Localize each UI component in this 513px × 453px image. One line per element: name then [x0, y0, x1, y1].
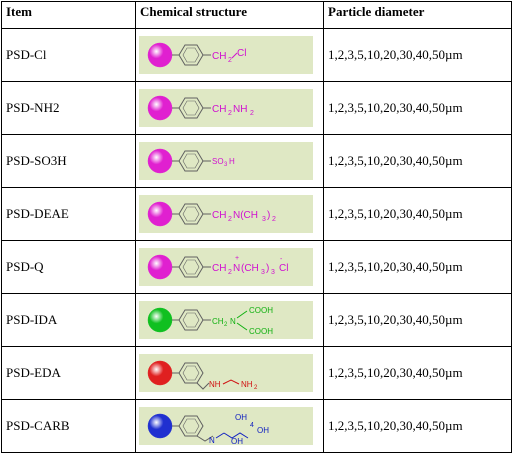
svg-text:H: H	[229, 157, 235, 166]
svg-text:2: 2	[228, 110, 232, 117]
item-cell: PSD-NH2	[1, 81, 136, 135]
svg-text:OH: OH	[231, 437, 243, 445]
diameter-cell: 1,2,3,5,10,20,30,40,50µm	[323, 240, 512, 294]
svg-text:SO: SO	[212, 157, 224, 166]
structure-cell: CH 2 N(CH 3) 2	[135, 187, 324, 241]
item-cell: PSD-Q	[1, 240, 136, 294]
diameter-cell: 1,2,3,5,10,20,30,40,50µm	[323, 187, 512, 241]
table-row: PSD-CARB N OH OH 4 OH 1,2,3,5,10,20,30,40,50µm	[1, 399, 512, 453]
structure-cell: N OH OH 4 OH	[135, 399, 324, 453]
svg-text:2: 2	[228, 269, 232, 276]
item-cell: PSD-SO3H	[1, 134, 136, 188]
svg-text:OH: OH	[257, 426, 269, 435]
svg-text:CH: CH	[212, 104, 226, 115]
table-body: PSD-Cl CH 2 Cl 1,2,3,5,10,20,30,40,50µm PSD-N…	[1, 28, 512, 453]
structure-image: CH 2 Cl	[139, 36, 313, 74]
structure-cell: SO 3 H	[135, 134, 324, 188]
svg-text:+: +	[235, 255, 239, 262]
table-row: PSD-DEAE CH 2 N(CH 3) 2 1,2,3,5,10,20,30,40,50…	[1, 187, 512, 241]
svg-text:NH: NH	[233, 104, 247, 115]
svg-text:2: 2	[254, 385, 258, 391]
diameter-cell: 1,2,3,5,10,20,30,40,50µm	[323, 293, 512, 347]
svg-text:CH: CH	[212, 210, 226, 221]
svg-text:COOH: COOH	[249, 327, 273, 336]
diameter-cell: 1,2,3,5,10,20,30,40,50µm	[323, 399, 512, 453]
header-row: Item Chemical structure Particle diamete…	[1, 1, 512, 29]
structure-cell: CH 2 N COOH COOH	[135, 293, 324, 347]
structure-image: CH 2 NH 2	[139, 89, 313, 127]
structure-cell: CH 2 N + (CH 3) 3- Cl	[135, 240, 324, 294]
svg-text:(CH: (CH	[241, 263, 259, 274]
svg-text:3: 3	[224, 162, 228, 168]
svg-text:CH: CH	[212, 317, 224, 326]
svg-text:2: 2	[228, 57, 232, 64]
item-cell: PSD-CARB	[1, 399, 136, 453]
molecule-drawing: SO 3 H	[147, 148, 235, 174]
header-item: Item	[1, 1, 136, 29]
table-row: PSD-Q CH 2 N + (CH 3) 3- Cl 1,2,3,5,10,20,30,40,5…	[1, 240, 512, 294]
molecule-drawing: CH 2 Cl	[147, 42, 246, 68]
svg-text:2: 2	[250, 110, 254, 117]
svg-text:N(CH: N(CH	[233, 210, 258, 221]
svg-text:2: 2	[224, 322, 228, 328]
header-diameter: Particle diameter	[323, 1, 512, 29]
structure-image: CH 2 N + (CH 3) 3- Cl	[139, 248, 313, 286]
molecule-drawing: NH NH 2	[147, 360, 258, 391]
structure-cell: CH 2 Cl	[135, 28, 324, 82]
structure-image: SO 3 H	[139, 142, 313, 180]
svg-text:OH: OH	[235, 413, 247, 422]
svg-text:CH: CH	[212, 51, 226, 62]
svg-text:2: 2	[228, 216, 232, 223]
molecule-drawing: CH 2 N COOH COOH	[147, 306, 273, 336]
table-row: PSD-NH2 CH 2 NH 2 1,2,3,5,10,20,30,40,50µm	[1, 81, 512, 135]
item-cell: PSD-IDA	[1, 293, 136, 347]
structure-image: N OH OH 4 OH	[139, 407, 313, 445]
svg-text:): )	[266, 263, 269, 274]
svg-text:): )	[267, 210, 270, 221]
molecule-drawing: CH 2 N(CH 3) 2	[147, 201, 276, 227]
svg-text:COOH: COOH	[249, 306, 273, 315]
svg-text:4: 4	[250, 422, 254, 429]
svg-text:Cl: Cl	[237, 48, 246, 59]
svg-text:NH: NH	[209, 380, 221, 389]
structure-image: NH NH 2	[139, 354, 313, 392]
svg-text:3: 3	[271, 269, 275, 276]
table-row: PSD-SO3H SO 3 H 1,2,3,5,10,20,30,40,50µm	[1, 134, 512, 188]
diameter-cell: 1,2,3,5,10,20,30,40,50µm	[323, 81, 512, 135]
table-row: PSD-Cl CH 2 Cl 1,2,3,5,10,20,30,40,50µm	[1, 28, 512, 82]
structure-image: CH 2 N COOH COOH	[139, 301, 313, 339]
diameter-cell: 1,2,3,5,10,20,30,40,50µm	[323, 134, 512, 188]
diameter-cell: 1,2,3,5,10,20,30,40,50µm	[323, 346, 512, 400]
molecule-drawing: CH 2 N+(CH 3) 3-Cl	[147, 254, 288, 280]
molecule-drawing: CH 2 NH 2	[147, 95, 254, 121]
svg-text:N: N	[230, 317, 236, 326]
svg-text:-: -	[280, 256, 283, 263]
diameter-cell: 1,2,3,5,10,20,30,40,50µm	[323, 28, 512, 82]
structure-cell: NH NH 2	[135, 346, 324, 400]
item-cell: PSD-Cl	[1, 28, 136, 82]
svg-text:N: N	[233, 263, 240, 274]
structure-cell: CH 2 NH 2	[135, 81, 324, 135]
svg-text:3: 3	[262, 216, 266, 223]
structure-image: CH 2 N(CH 3) 2	[139, 195, 313, 233]
header-structure: Chemical structure	[135, 1, 324, 29]
svg-text:Cl: Cl	[279, 263, 288, 274]
svg-text:NH: NH	[241, 380, 253, 389]
svg-text:CH: CH	[212, 263, 226, 274]
item-cell: PSD-DEAE	[1, 187, 136, 241]
table-row: PSD-EDA NH NH 2 1,2,3,5,10,20,30,40,50µm	[1, 346, 512, 400]
svg-text:2: 2	[272, 216, 276, 223]
item-cell: PSD-EDA	[1, 346, 136, 400]
svg-text:3: 3	[261, 269, 265, 276]
table-row: PSD-IDA CH 2 N COOH COOH 1,2,3,5,10,20,30,40,5…	[1, 293, 512, 347]
svg-text:N: N	[209, 436, 215, 445]
